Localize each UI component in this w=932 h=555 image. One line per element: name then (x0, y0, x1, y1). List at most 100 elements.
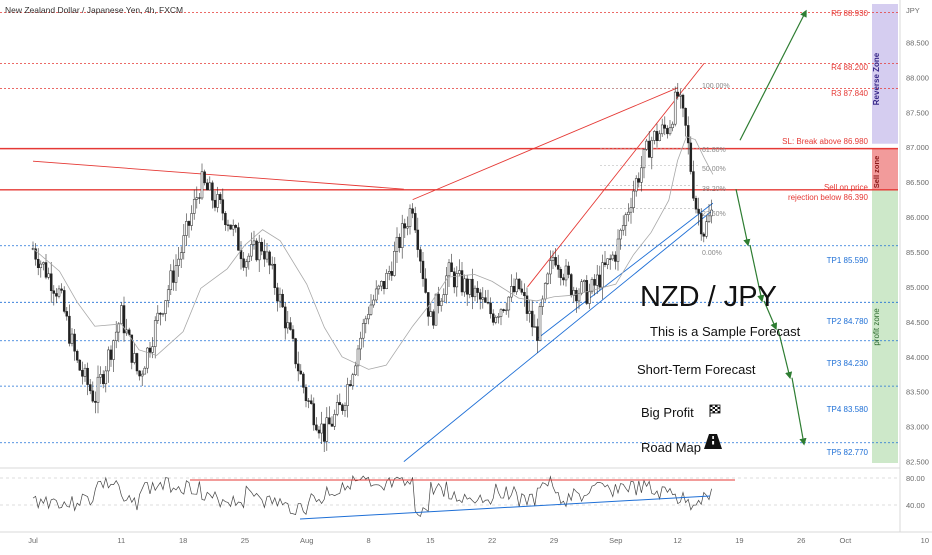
level-label-sell-line1: Sell on price (824, 183, 869, 192)
candle-body (393, 251, 396, 276)
candle-body (182, 235, 186, 253)
candle-body (486, 302, 490, 304)
candle-body (140, 373, 144, 377)
candle-body (624, 214, 628, 226)
level-label-tp3: TP3 84.230 (827, 359, 869, 368)
short-term-annotation: Short-Term Forecast (637, 362, 756, 377)
osc-tick-40: 40.00 (906, 501, 925, 510)
candle-body (57, 288, 61, 297)
level-label-tp5: TP5 82.770 (827, 448, 869, 457)
zone-band-2 (872, 189, 898, 463)
candle-body (185, 221, 188, 236)
candle-body (39, 263, 43, 268)
candle-body (114, 331, 118, 341)
candle-body (94, 400, 97, 403)
candle-body (692, 171, 695, 199)
candle-body (616, 238, 620, 262)
candle-body (268, 251, 271, 266)
candle-body (130, 334, 134, 363)
candle-body (208, 182, 212, 191)
candle-body (372, 299, 375, 306)
y-tick-label: 87.000 (906, 143, 929, 152)
candle-body (458, 270, 461, 274)
candle-body (83, 367, 87, 377)
y-tick-label: 84.500 (906, 318, 929, 327)
candle-body (307, 400, 310, 402)
candle-body (299, 370, 303, 375)
candle-body (679, 94, 682, 97)
x-tick-label: Oct (840, 536, 853, 545)
x-tick-label: 18 (179, 536, 187, 545)
level-label-tp1: TP1 85.590 (827, 256, 869, 265)
candle-body (554, 257, 557, 266)
candle-body (146, 347, 149, 369)
candle-body (369, 304, 373, 315)
candle-body (642, 149, 646, 169)
candle-body (107, 349, 110, 372)
candle-body (406, 226, 409, 229)
candle-body (476, 287, 479, 293)
x-tick-label: 29 (550, 536, 558, 545)
candle-body (658, 133, 661, 141)
candle-body (224, 212, 227, 226)
forecast-arrows-layer (735, 9, 807, 446)
candle-body (260, 241, 264, 252)
candle-body (668, 127, 672, 135)
candle-body (195, 197, 199, 200)
candle-body (343, 405, 347, 411)
forecast-arrow-segment (763, 300, 778, 331)
oscillator-panel: 80.00 40.00 (0, 467, 925, 520)
fib-label-100: 100.00% (702, 83, 730, 90)
zone-band-1 (872, 148, 898, 190)
candle-body (629, 207, 633, 213)
candle-body (546, 273, 550, 284)
candle-body (99, 374, 102, 378)
candle-body (603, 262, 607, 265)
y-tick-label: 88.500 (906, 38, 929, 47)
candle-body (543, 283, 547, 300)
candle-body (177, 258, 180, 266)
y-tick-label: 88.000 (906, 73, 929, 82)
y-tick-label: 83.000 (906, 423, 929, 432)
candle-body (434, 293, 438, 326)
candle-body (226, 224, 230, 226)
candle-body (549, 260, 552, 275)
candle-body (205, 182, 209, 191)
candle-body (632, 190, 635, 208)
candle-body (577, 293, 581, 302)
candle-body (34, 248, 37, 260)
candle-body (520, 288, 524, 293)
candle-body (211, 182, 214, 201)
candle-body (120, 305, 123, 324)
candle-body (60, 288, 63, 291)
candle-body (133, 353, 136, 363)
candle-body (653, 131, 656, 141)
candle-body (689, 142, 693, 172)
candle-body (309, 400, 313, 404)
candle-body (478, 292, 482, 300)
candle-body (169, 270, 173, 291)
candle-body (75, 350, 79, 361)
candle-body (536, 326, 539, 341)
candle-body (447, 262, 451, 277)
candle-body (666, 128, 669, 135)
fib-label-50: 50.00% (702, 166, 726, 173)
candle-body (491, 313, 495, 323)
candle-body (335, 402, 339, 415)
candle-body (330, 423, 334, 427)
x-tick-label: 25 (241, 536, 249, 545)
candle-body (78, 359, 82, 371)
candle-body (473, 287, 477, 298)
candle-body (484, 297, 487, 303)
y-tick-label: 85.500 (906, 248, 929, 257)
candle-body (354, 365, 357, 375)
x-tick-label: Aug (300, 536, 313, 545)
candle-body (416, 229, 420, 250)
fib-label-382: 38.20% (702, 186, 726, 193)
candle-body (257, 241, 261, 261)
candle-body (247, 255, 251, 263)
candle-body (91, 390, 95, 402)
candle-body (333, 414, 336, 427)
candle-body (164, 300, 167, 314)
candle-body (81, 369, 84, 377)
